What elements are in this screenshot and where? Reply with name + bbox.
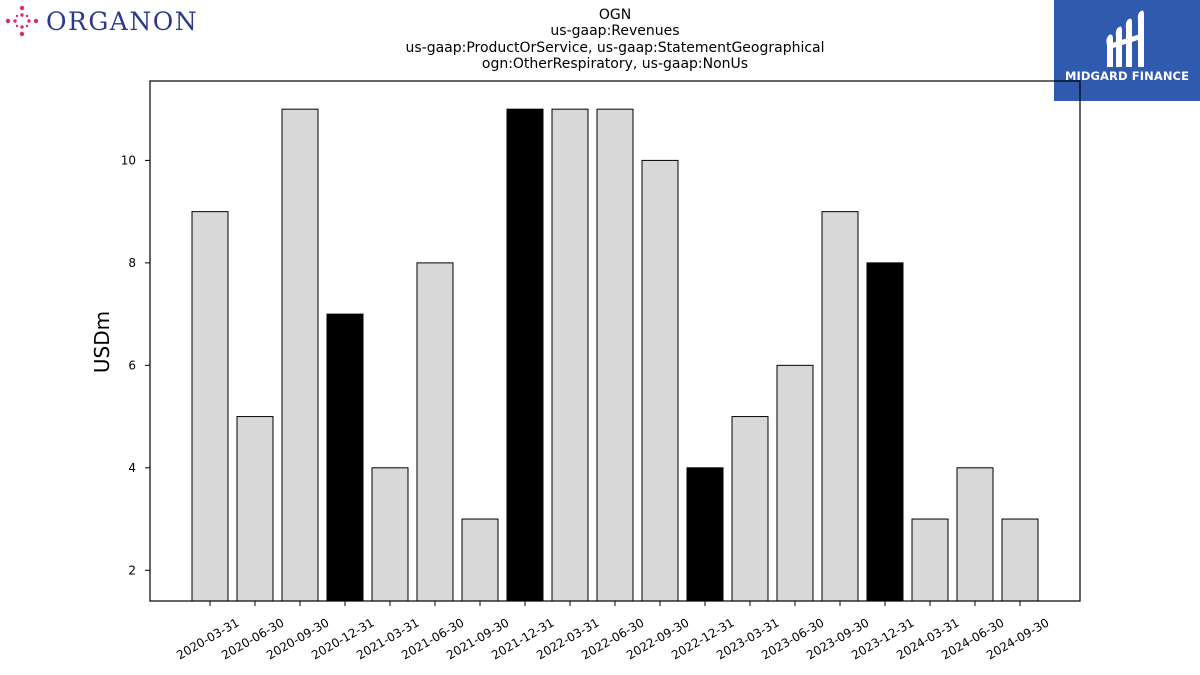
y-axis-label: USDm [90, 311, 114, 373]
y-tick-label-6: 6 [128, 358, 136, 372]
bar-2020-03-31 [191, 211, 229, 602]
bar-2021-06-30 [416, 262, 454, 602]
bar-2022-06-30 [596, 108, 634, 602]
chart-title: OGN us-gaap:Revenues us-gaap:ProductOrSe… [300, 7, 930, 72]
x-axis: 2020-03-312020-06-302020-09-302020-12-31… [174, 601, 1052, 662]
bar-2020-12-31 [326, 313, 364, 602]
bar-2023-09-30 [821, 211, 859, 602]
bar-2021-03-31 [371, 467, 409, 602]
bar-2023-03-31 [731, 416, 769, 602]
midgard-wordmark: MIDGARD FINANCE [1064, 69, 1190, 83]
bar-2021-09-30 [461, 518, 499, 602]
organon-mark-icon [5, 5, 39, 37]
bar-2020-06-30 [236, 416, 274, 602]
organon-logo: ORGANON [5, 5, 198, 37]
bars-group [191, 108, 1039, 602]
y-tick-label-8: 8 [128, 256, 136, 270]
y-tick-label-4: 4 [128, 461, 136, 475]
midgard-finance-logo: MIDGARD FINANCE [1054, 0, 1200, 101]
bar-2022-09-30 [641, 159, 679, 602]
chart-title-line-3: us-gaap:ProductOrService, us-gaap:Statem… [405, 39, 825, 56]
bar-2022-03-31 [551, 108, 589, 602]
bar-2024-06-30 [956, 467, 994, 602]
bar-2022-12-31 [686, 467, 724, 602]
bar-2023-12-31 [866, 262, 904, 602]
chart-title-line-4: ogn:OtherRespiratory, us-gaap:NonUs [481, 55, 749, 72]
chart-title-line-2: us-gaap:Revenues [550, 23, 680, 40]
midgard-mark-icon [1106, 10, 1144, 67]
y-tick-label-10: 10 [121, 153, 136, 167]
y-axis: 2 4 6 8 10 [121, 153, 150, 577]
bar-2021-12-31 [506, 108, 544, 602]
chart-title-line-1: OGN [598, 7, 632, 23]
organon-wordmark: ORGANON [46, 7, 198, 36]
y-tick-label-2: 2 [128, 563, 136, 577]
bar-2024-03-31 [911, 518, 949, 602]
bar-2020-09-30 [281, 108, 319, 602]
bar-2023-06-30 [776, 364, 814, 602]
bar-2024-09-30 [1001, 518, 1039, 602]
